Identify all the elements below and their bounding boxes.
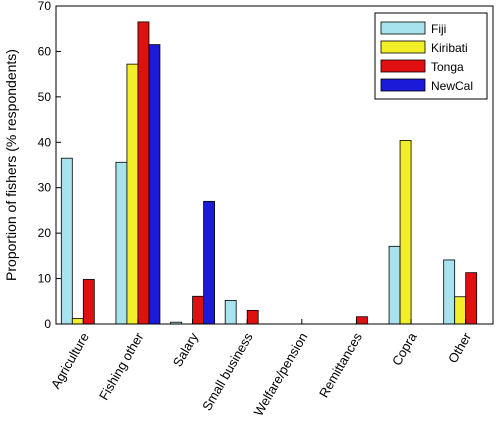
bar-tonga-5 xyxy=(356,316,368,325)
x-category-label: Fishing other xyxy=(96,329,147,402)
legend: Fiji Kiribati Tonga NewCal xyxy=(374,12,488,100)
bar-fiji-1 xyxy=(115,161,128,325)
bar-newcal-1 xyxy=(148,44,161,325)
y-axis-title: Proportion of fishers (% respondents) xyxy=(3,49,19,281)
legend-label-tonga: Tonga xyxy=(431,60,464,74)
bar-tonga-7 xyxy=(465,272,478,325)
y-tick-label: 70 xyxy=(38,0,52,13)
bar-kiribati-0 xyxy=(71,318,84,325)
bar-tonga-0 xyxy=(82,279,95,325)
y-tick-label: 50 xyxy=(38,90,52,104)
x-category-label: Salary xyxy=(170,330,202,370)
bar-tonga-3 xyxy=(246,309,259,325)
bar-tonga-2 xyxy=(192,295,204,325)
legend-label-kiribati: Kiribati xyxy=(431,41,468,55)
x-category-label: Welfare/pension xyxy=(251,330,311,419)
bar-newcal-2 xyxy=(203,200,215,325)
y-tick-label: 60 xyxy=(38,44,52,58)
x-category-label: Small business xyxy=(199,330,256,414)
legend-swatch-tonga xyxy=(380,59,426,73)
bar-fiji-3 xyxy=(224,299,237,325)
bar-fiji-0 xyxy=(60,157,73,325)
bar-kiribati-7 xyxy=(454,296,467,325)
x-category-label: Other xyxy=(445,329,475,365)
bars-group xyxy=(60,21,478,325)
y-tick-label: 30 xyxy=(38,181,52,195)
legend-swatch-kiribati xyxy=(380,40,426,54)
legend-label-newcal: NewCal xyxy=(431,79,473,93)
bar-fiji-7 xyxy=(443,259,456,325)
x-category-label: Remittances xyxy=(316,330,365,401)
x-category-label: Copra xyxy=(389,329,420,368)
legend-label-fiji: Fiji xyxy=(431,22,446,36)
y-tick-label: 0 xyxy=(44,317,51,331)
y-tick-label: 10 xyxy=(38,272,52,286)
y-axis: 0 10 20 30 40 50 60 70 xyxy=(38,0,61,331)
bar-fiji-6 xyxy=(388,245,401,325)
y-tick-label: 40 xyxy=(38,135,52,149)
y-tick-label: 20 xyxy=(38,226,52,240)
x-category-label: Agriculture xyxy=(48,330,92,391)
bar-kiribati-6 xyxy=(399,140,412,325)
bar-tonga-1 xyxy=(137,21,150,325)
legend-swatch-fiji xyxy=(380,21,426,35)
legend-swatch-newcal xyxy=(380,78,426,92)
plot-frame xyxy=(55,5,494,325)
bar-kiribati-1 xyxy=(126,63,139,325)
